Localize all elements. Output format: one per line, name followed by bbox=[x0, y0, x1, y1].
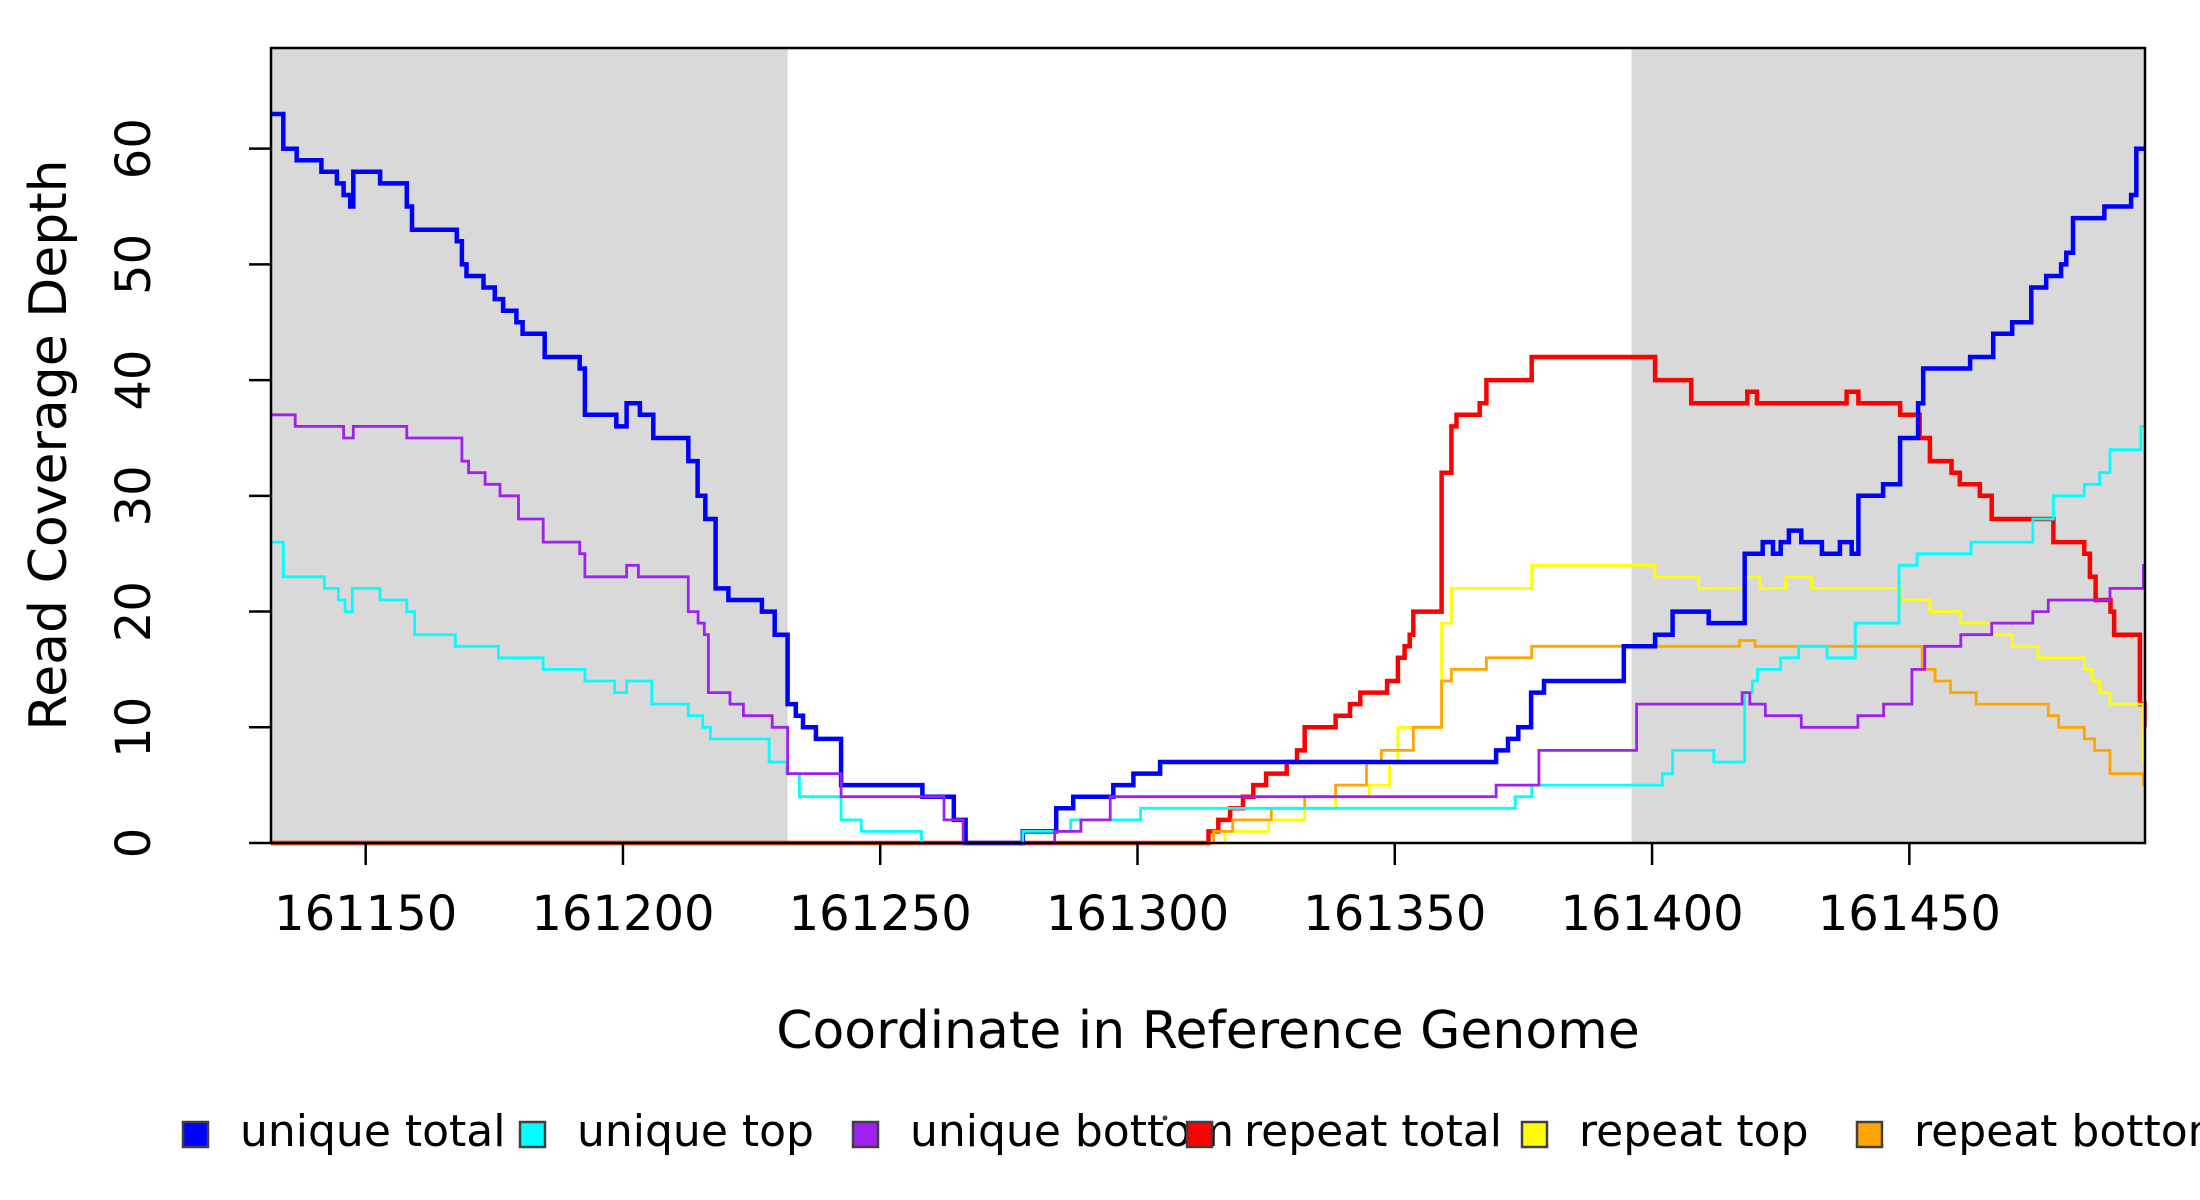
legend-swatch-unique-total bbox=[181, 1120, 210, 1149]
legend-label: repeat bottom bbox=[1914, 1106, 2200, 1157]
x-axis: 161150 161200 161250 161300 161350 161400 1614… bbox=[274, 843, 2001, 942]
legend-swatch-repeat-bottom bbox=[1855, 1120, 1884, 1149]
y-tick-label: 30 bbox=[106, 465, 162, 526]
x-tick-label: 161200 bbox=[531, 886, 714, 942]
plot-frame bbox=[269, 46, 2147, 845]
stray-mark bbox=[1162, 1115, 1168, 1121]
x-tick-label: 161400 bbox=[1560, 886, 1743, 942]
legend-label: unique total bbox=[240, 1106, 505, 1157]
x-tick-label: 161250 bbox=[789, 886, 972, 942]
y-tick-label: 0 bbox=[106, 828, 162, 859]
shaded-regions bbox=[271, 48, 2145, 843]
series-unique-bottom bbox=[271, 413, 2145, 845]
y-axis-title: Read Coverage Depth bbox=[19, 159, 79, 730]
legend-swatch-repeat-total bbox=[1185, 1120, 1214, 1149]
legend: unique total unique top unique bottom repea… bbox=[181, 1106, 2200, 1157]
y-axis: 0 10 20 30 40 50 60 bbox=[106, 118, 271, 858]
x-axis-title: Coordinate in Reference Genome bbox=[776, 1001, 1640, 1061]
y-tick-label: 10 bbox=[106, 697, 162, 758]
legend-swatch-unique-top bbox=[518, 1120, 547, 1149]
series-repeat-top bbox=[271, 563, 2145, 845]
legend-label: repeat top bbox=[1579, 1106, 1809, 1157]
shaded-region bbox=[1631, 48, 2145, 843]
y-tick-label: 40 bbox=[106, 350, 162, 411]
y-tick-label: 50 bbox=[106, 234, 162, 295]
y-tick-label: 20 bbox=[106, 581, 162, 642]
legend-swatch-repeat-top bbox=[1520, 1120, 1549, 1149]
x-tick-label: 161300 bbox=[1046, 886, 1229, 942]
x-tick-label: 161150 bbox=[274, 886, 457, 942]
legend-label: unique top bbox=[577, 1106, 814, 1157]
legend-label: repeat total bbox=[1244, 1106, 1502, 1157]
shaded-region bbox=[271, 48, 788, 843]
x-tick-label: 161350 bbox=[1303, 886, 1486, 942]
legend-swatch-unique-bottom bbox=[851, 1120, 880, 1149]
x-tick-label: 161450 bbox=[1818, 886, 2001, 942]
y-tick-label: 60 bbox=[106, 118, 162, 179]
legend-label: unique bottom bbox=[910, 1106, 1234, 1157]
